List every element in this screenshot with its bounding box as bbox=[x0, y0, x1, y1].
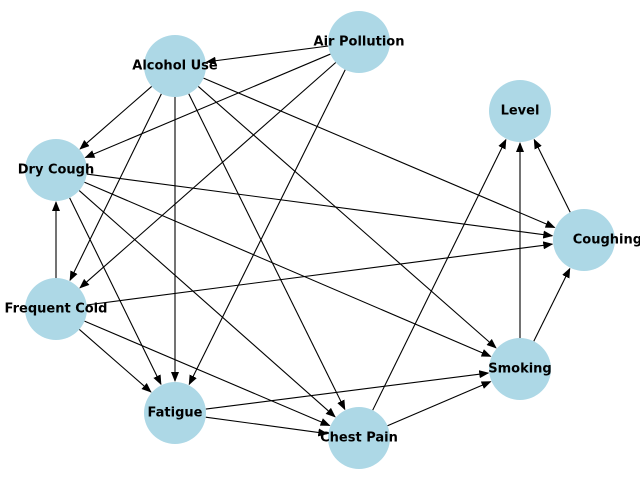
node-dry: Dry Cough bbox=[18, 139, 95, 201]
node-circle-cold bbox=[25, 278, 87, 340]
node-smoking: Smoking bbox=[488, 338, 552, 400]
node-fatigue: Fatigue bbox=[144, 382, 206, 444]
edge-chest-to-smoking bbox=[387, 381, 492, 427]
edge-alcohol-to-chest bbox=[188, 93, 346, 411]
edge-chest-to-level bbox=[372, 138, 507, 411]
node-circle-air bbox=[328, 11, 390, 73]
edge-cold-to-chest bbox=[84, 320, 331, 426]
edge-air-to-cold bbox=[79, 62, 337, 289]
node-label-chest: Chest Pain bbox=[320, 431, 398, 446]
node-alcohol: Alcohol Use bbox=[132, 35, 218, 97]
edge-dry-to-fatigue bbox=[69, 197, 162, 386]
node-circle-smoking bbox=[489, 338, 551, 400]
edge-smoking-to-blood bbox=[533, 267, 571, 342]
node-label-alcohol: Alcohol Use bbox=[132, 59, 218, 74]
edge-blood-to-level bbox=[533, 138, 571, 213]
node-chest: Chest Pain bbox=[320, 407, 398, 469]
node-level: Level bbox=[489, 80, 551, 142]
edge-alcohol-to-smoking bbox=[197, 86, 497, 349]
node-circle-fatigue bbox=[144, 382, 206, 444]
edge-fatigue-to-smoking bbox=[205, 370, 490, 410]
node-label-smoking: Smoking bbox=[488, 362, 552, 377]
edge-fatigue-to-chest bbox=[205, 416, 329, 437]
node-circle-blood bbox=[553, 209, 615, 271]
edge-alcohol-to-cold bbox=[69, 93, 162, 282]
node-label-level: Level bbox=[501, 104, 540, 119]
node-label-fatigue: Fatigue bbox=[148, 406, 203, 421]
edge-dry-to-chest bbox=[78, 190, 336, 418]
node-label-air: Air Pollution bbox=[314, 35, 405, 50]
edges-layer bbox=[52, 45, 571, 437]
node-circle-alcohol bbox=[144, 35, 206, 97]
nodes-layer: Air Pollution Alcohol Use Level Dry Cough Co… bbox=[5, 11, 640, 469]
edge-air-to-alcohol bbox=[205, 45, 329, 65]
node-cold: Frequent Cold bbox=[5, 278, 108, 340]
edge-dry-to-blood bbox=[86, 173, 554, 239]
edge-dry-to-smoking bbox=[84, 181, 492, 357]
node-blood: Coughing of Blood bbox=[553, 209, 640, 271]
edge-cold-to-blood bbox=[86, 241, 554, 306]
node-label-cold: Frequent Cold bbox=[5, 302, 108, 317]
node-circle-level bbox=[489, 80, 551, 142]
node-air: Air Pollution bbox=[314, 11, 405, 73]
node-label-dry: Dry Cough bbox=[18, 163, 95, 178]
edge-cold-to-fatigue bbox=[78, 328, 152, 393]
edge-alcohol-to-dry bbox=[79, 85, 153, 150]
edge-air-to-fatigue bbox=[188, 69, 346, 386]
node-circle-dry bbox=[25, 139, 87, 201]
node-label-blood: Coughing of Blood bbox=[573, 233, 640, 248]
edge-alcohol-to-blood bbox=[203, 77, 556, 228]
node-circle-chest bbox=[328, 407, 390, 469]
edge-air-to-dry bbox=[84, 53, 331, 159]
